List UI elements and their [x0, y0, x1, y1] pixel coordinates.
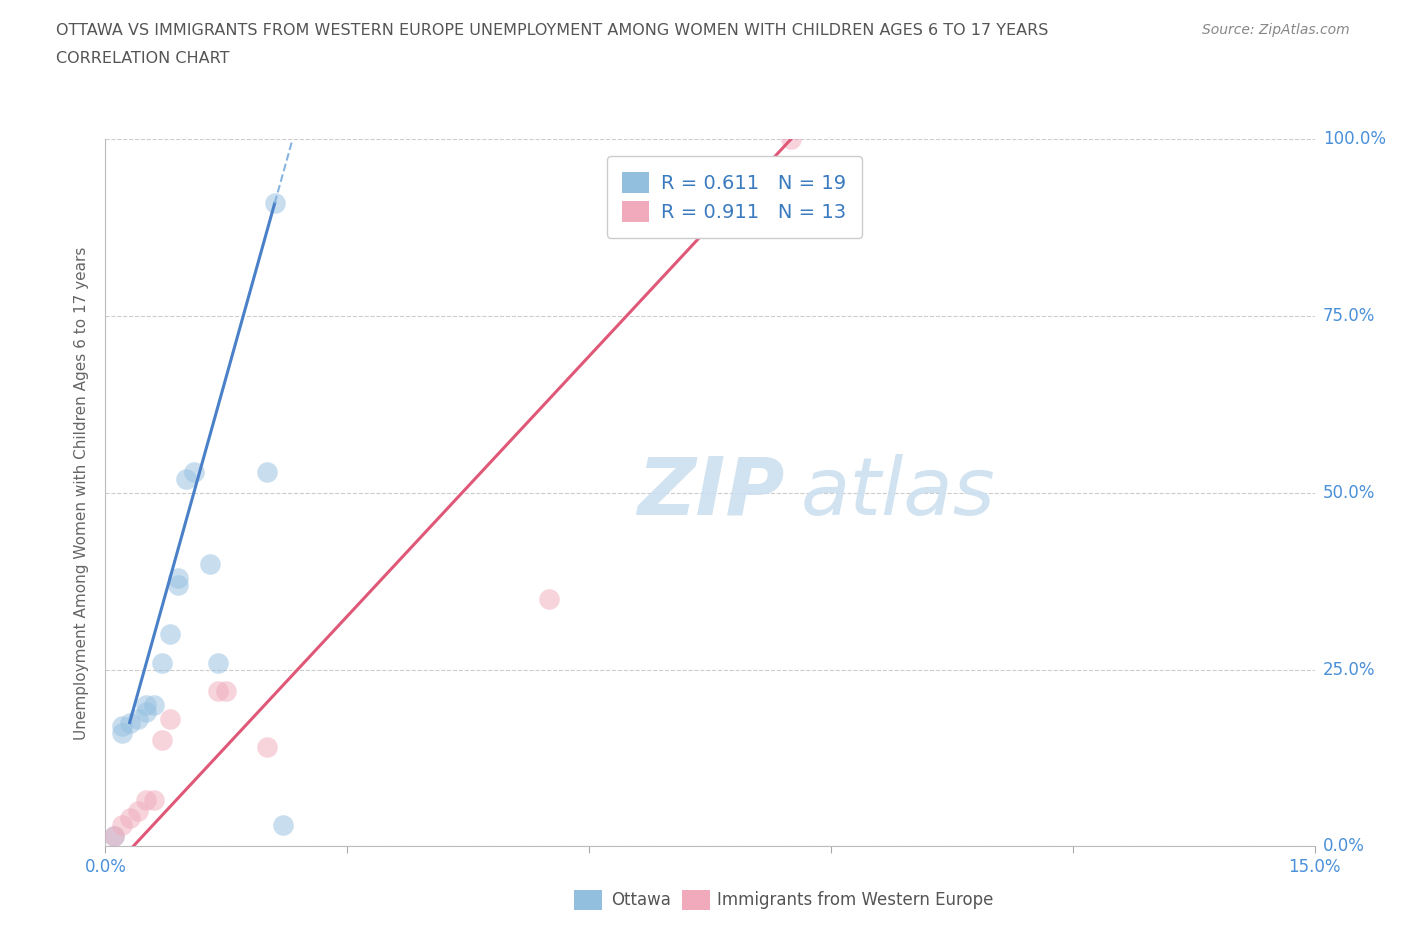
Point	[110, 817, 132, 832]
Point	[150, 733, 173, 748]
Text: OTTAWA VS IMMIGRANTS FROM WESTERN EUROPE UNEMPLOYMENT AMONG WOMEN WITH CHILDREN : OTTAWA VS IMMIGRANTS FROM WESTERN EUROPE…	[56, 23, 1049, 38]
Legend: R = 0.611   N = 19, R = 0.911   N = 13: R = 0.611 N = 19, R = 0.911 N = 13	[606, 156, 862, 237]
Point	[256, 740, 278, 755]
Text: 25.0%: 25.0%	[1323, 660, 1375, 679]
Point	[167, 578, 190, 592]
Point	[142, 698, 165, 712]
Point	[127, 804, 149, 818]
Point	[127, 711, 149, 726]
Text: Source: ZipAtlas.com: Source: ZipAtlas.com	[1202, 23, 1350, 37]
Point	[537, 591, 560, 606]
Point	[207, 655, 229, 670]
Point	[256, 464, 278, 479]
Text: 0.0%: 0.0%	[1323, 837, 1365, 856]
Point	[150, 655, 173, 670]
Text: 75.0%: 75.0%	[1323, 307, 1375, 326]
Point	[110, 719, 132, 734]
Point	[103, 829, 125, 844]
Point	[135, 698, 157, 712]
Text: atlas: atlas	[800, 454, 995, 532]
Point	[135, 793, 157, 808]
Point	[183, 464, 205, 479]
Y-axis label: Unemployment Among Women with Children Ages 6 to 17 years: Unemployment Among Women with Children A…	[75, 246, 90, 739]
Point	[200, 556, 222, 571]
Point	[167, 570, 190, 585]
Point	[207, 684, 229, 698]
Text: 50.0%: 50.0%	[1323, 484, 1375, 502]
Point	[135, 705, 157, 720]
Point	[142, 793, 165, 808]
Point	[103, 829, 125, 844]
Point	[174, 472, 197, 486]
Text: 100.0%: 100.0%	[1323, 130, 1386, 149]
Point	[159, 627, 181, 642]
Text: Ottawa: Ottawa	[612, 891, 672, 910]
Point	[271, 817, 294, 832]
Point	[118, 715, 141, 730]
Text: CORRELATION CHART: CORRELATION CHART	[56, 51, 229, 66]
Point	[118, 811, 141, 826]
Text: ZIP: ZIP	[637, 454, 785, 532]
Point	[215, 684, 238, 698]
Point	[159, 711, 181, 726]
Text: Immigrants from Western Europe: Immigrants from Western Europe	[717, 891, 994, 910]
Point	[263, 195, 285, 210]
Point	[110, 725, 132, 740]
Point	[779, 132, 801, 147]
